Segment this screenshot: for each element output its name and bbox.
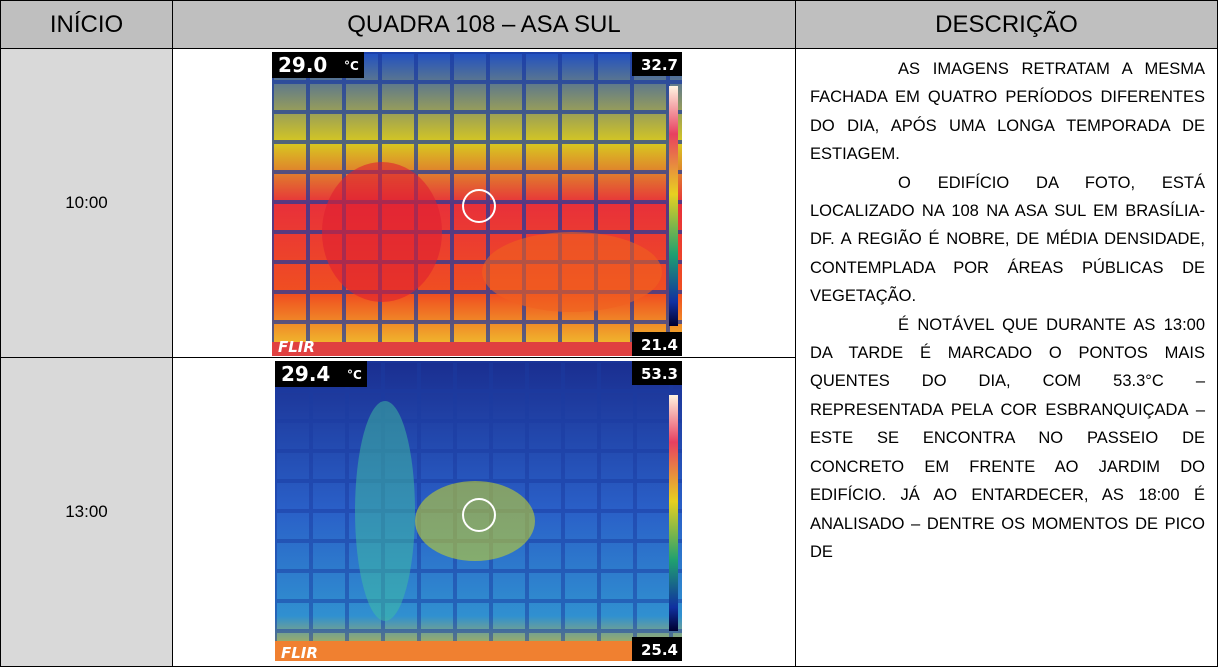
- temperature: 29.4: [281, 362, 330, 386]
- scale-max: 32.7: [641, 56, 678, 74]
- paragraph: É NOTÁVEL QUE DURANTE AS 13:00 DA TARDE …: [810, 315, 1205, 561]
- thermal-image: 29.4 °C 53.3 25.4 FLIR: [275, 361, 682, 661]
- header-cell: QUADRA 108 – ASA SUL: [172, 0, 796, 49]
- header-cell: INÍCIO: [0, 0, 173, 49]
- paragraph: O EDIFÍCIO DA FOTO, ESTÁ LOCALIZADO NA 1…: [810, 173, 1205, 306]
- brand: FLIR: [281, 644, 318, 661]
- scale-min: 25.4: [641, 641, 678, 659]
- unit: °C: [347, 368, 362, 382]
- description-cell: AS IMAGENS RETRATAM A MESMA FACHADA EM Q…: [795, 48, 1218, 667]
- brand: FLIR: [278, 338, 315, 356]
- time-cell: 10:00: [0, 48, 173, 358]
- temperature: 29.0: [278, 53, 327, 77]
- thermal-image: 29.0 °C 32.7 21.4 FLIR: [272, 52, 682, 356]
- unit: °C: [344, 59, 359, 73]
- time-cell: 13:00: [0, 357, 173, 667]
- scale-max: 53.3: [641, 365, 678, 383]
- paragraph: AS IMAGENS RETRATAM A MESMA FACHADA EM Q…: [810, 60, 1205, 164]
- header-cell: DESCRIÇÃO: [795, 0, 1218, 49]
- scale-min: 21.4: [641, 336, 678, 354]
